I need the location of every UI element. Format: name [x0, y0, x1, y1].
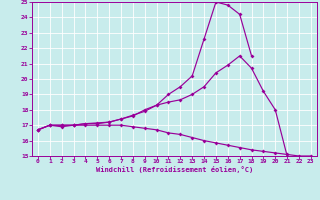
- X-axis label: Windchill (Refroidissement éolien,°C): Windchill (Refroidissement éolien,°C): [96, 166, 253, 173]
